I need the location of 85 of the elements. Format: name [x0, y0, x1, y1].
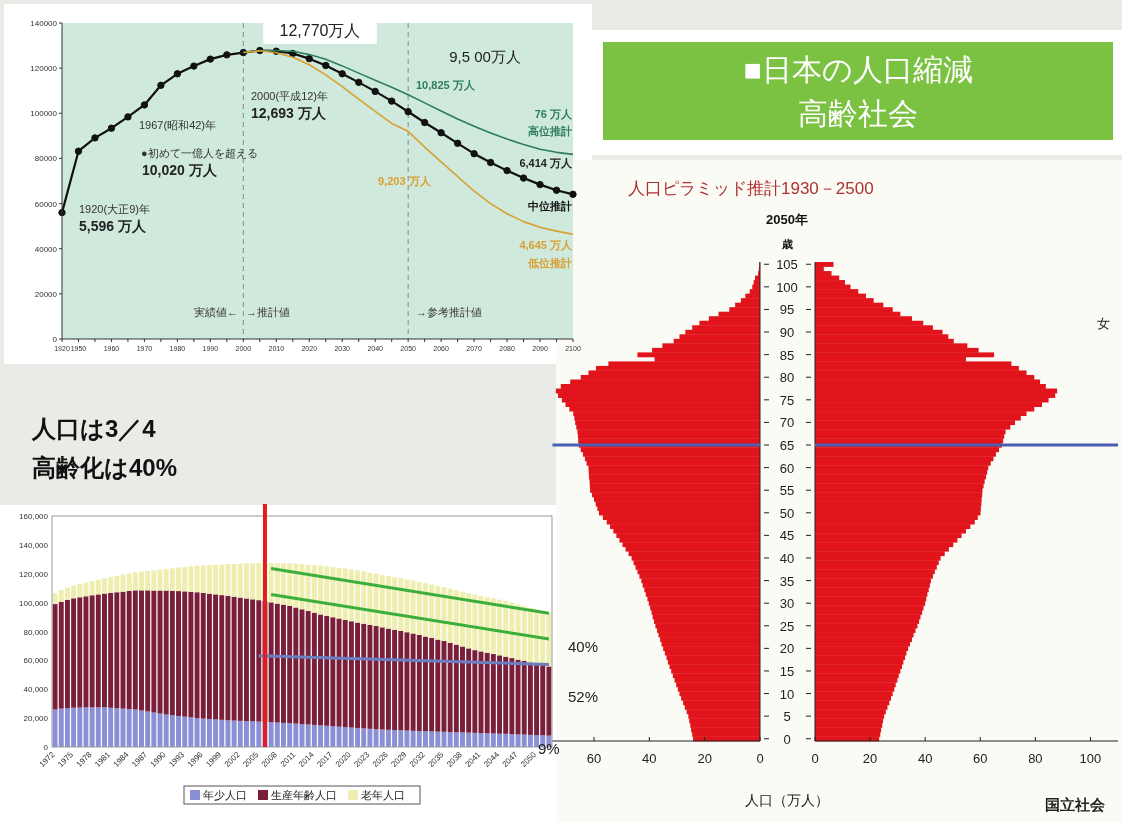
y-tick-label: 100	[776, 279, 798, 295]
y-tick-label: 85	[779, 347, 795, 363]
annotation: →推計値	[246, 306, 290, 318]
x-tick-label: 40	[917, 751, 933, 766]
y-tick-label: 140000	[30, 19, 58, 28]
y-tick-label: 10	[779, 686, 795, 702]
y-tick-label: 15	[779, 663, 795, 679]
y-tick-label: 0	[783, 731, 791, 747]
annotation: 1967(昭和42)年	[139, 119, 217, 131]
y-tick-label: 80,000	[23, 627, 49, 637]
legend-label: 生産年齢人口	[271, 789, 337, 801]
x-tick-label: 80	[1028, 751, 1043, 766]
y-tick-label: 20000	[34, 289, 58, 299]
annotation: 10,020 万人	[142, 162, 218, 178]
legend-label: 年少人口	[203, 789, 247, 801]
annotation: ●初めて一億人を超える	[141, 147, 258, 159]
annotation: 9,203 万人	[378, 175, 432, 188]
chart-subtitle: 高齢化は40%	[32, 454, 178, 481]
chart-title: 人口ピラミッド推計1930－2500	[628, 179, 874, 198]
annotation: 12,693 万人	[251, 105, 327, 121]
y-tick-label: 160,000	[19, 512, 49, 521]
y-tick-label: 45	[779, 528, 795, 544]
y-tick-label: 30	[779, 596, 795, 612]
y-tick-label: 60,000	[23, 656, 49, 666]
y-tick-label: 20	[779, 641, 795, 657]
annotation: 4,645 万人	[519, 239, 573, 252]
y-tick-label: 65	[779, 438, 795, 454]
text: ■日本の人口縮減	[743, 53, 973, 86]
y-tick-label: 0	[43, 743, 49, 752]
legend-label: 老年人口	[361, 789, 405, 801]
annotation: 10,825 万人	[416, 79, 476, 92]
annotation: 9,5 00万人	[449, 48, 521, 65]
y-tick-label: 40	[779, 550, 795, 566]
annotation: 52%	[568, 688, 599, 705]
x-tick-label: 0	[756, 751, 764, 766]
annotation: 1920(大正9)年	[79, 203, 150, 215]
x-tick-label: 40	[642, 751, 657, 766]
y-tick-label: 80000	[34, 154, 58, 164]
y-axis-title: 歳	[780, 238, 793, 250]
x-tick-label: 20	[862, 751, 878, 766]
x-tick-label: 100	[1079, 751, 1102, 766]
annotation: 12,770万人	[279, 22, 361, 39]
y-tick-label: 40000	[34, 244, 58, 254]
y-tick-label: 100000	[30, 109, 58, 119]
x-tick-label: 20	[697, 751, 712, 766]
annotation: 実績値←	[194, 306, 238, 318]
y-tick-label: 70	[779, 415, 795, 431]
annotation: 9%	[538, 740, 560, 757]
text: 低位推計	[527, 257, 572, 269]
y-tick-label: 40,000	[23, 685, 49, 695]
annotation: 6,414 万人	[519, 157, 573, 170]
y-tick-label: 25	[779, 618, 795, 634]
text: 国立社会	[1045, 796, 1106, 813]
y-tick-label: 50	[779, 505, 795, 521]
y-tick-label: 55	[779, 483, 795, 499]
y-tick-label: 80	[779, 370, 795, 386]
text: 高齢社会	[798, 97, 918, 130]
y-tick-label: 140,000	[19, 540, 49, 550]
y-tick-label: 60000	[34, 199, 58, 209]
text: 2050年	[766, 212, 808, 227]
y-tick-label: 120,000	[19, 569, 49, 579]
x-tick-label: 0	[811, 751, 819, 766]
y-tick-label: 0	[52, 335, 58, 344]
annotation: 40%	[568, 638, 599, 655]
y-tick-label: 120000	[30, 64, 58, 74]
y-tick-label: 5	[783, 709, 791, 725]
x-tick-label: 60	[586, 751, 602, 766]
x-axis-title: 人口（万人）	[745, 792, 829, 808]
y-tick-label: 105	[776, 257, 798, 273]
y-tick-label: 35	[779, 573, 795, 589]
x-tick-label: 60	[973, 751, 988, 766]
y-tick-label: 75	[779, 392, 795, 408]
y-tick-label: 100,000	[19, 598, 49, 608]
annotation: 76 万人	[534, 108, 573, 121]
series-label: 高位推計	[528, 125, 572, 137]
y-tick-label: 95	[779, 302, 795, 318]
y-tick-label: 90	[779, 325, 795, 341]
annotation: 女	[1096, 316, 1110, 331]
y-tick-label: 20,000	[23, 714, 49, 724]
series-label: 中位推計	[528, 200, 572, 212]
annotation: 2000(平成12)年	[251, 90, 329, 102]
annotation: →参考推計値	[416, 306, 482, 318]
annotation: 5,596 万人	[79, 218, 147, 234]
y-tick-label: 60	[779, 460, 795, 476]
chart-title: 人口は3／4	[31, 415, 157, 442]
